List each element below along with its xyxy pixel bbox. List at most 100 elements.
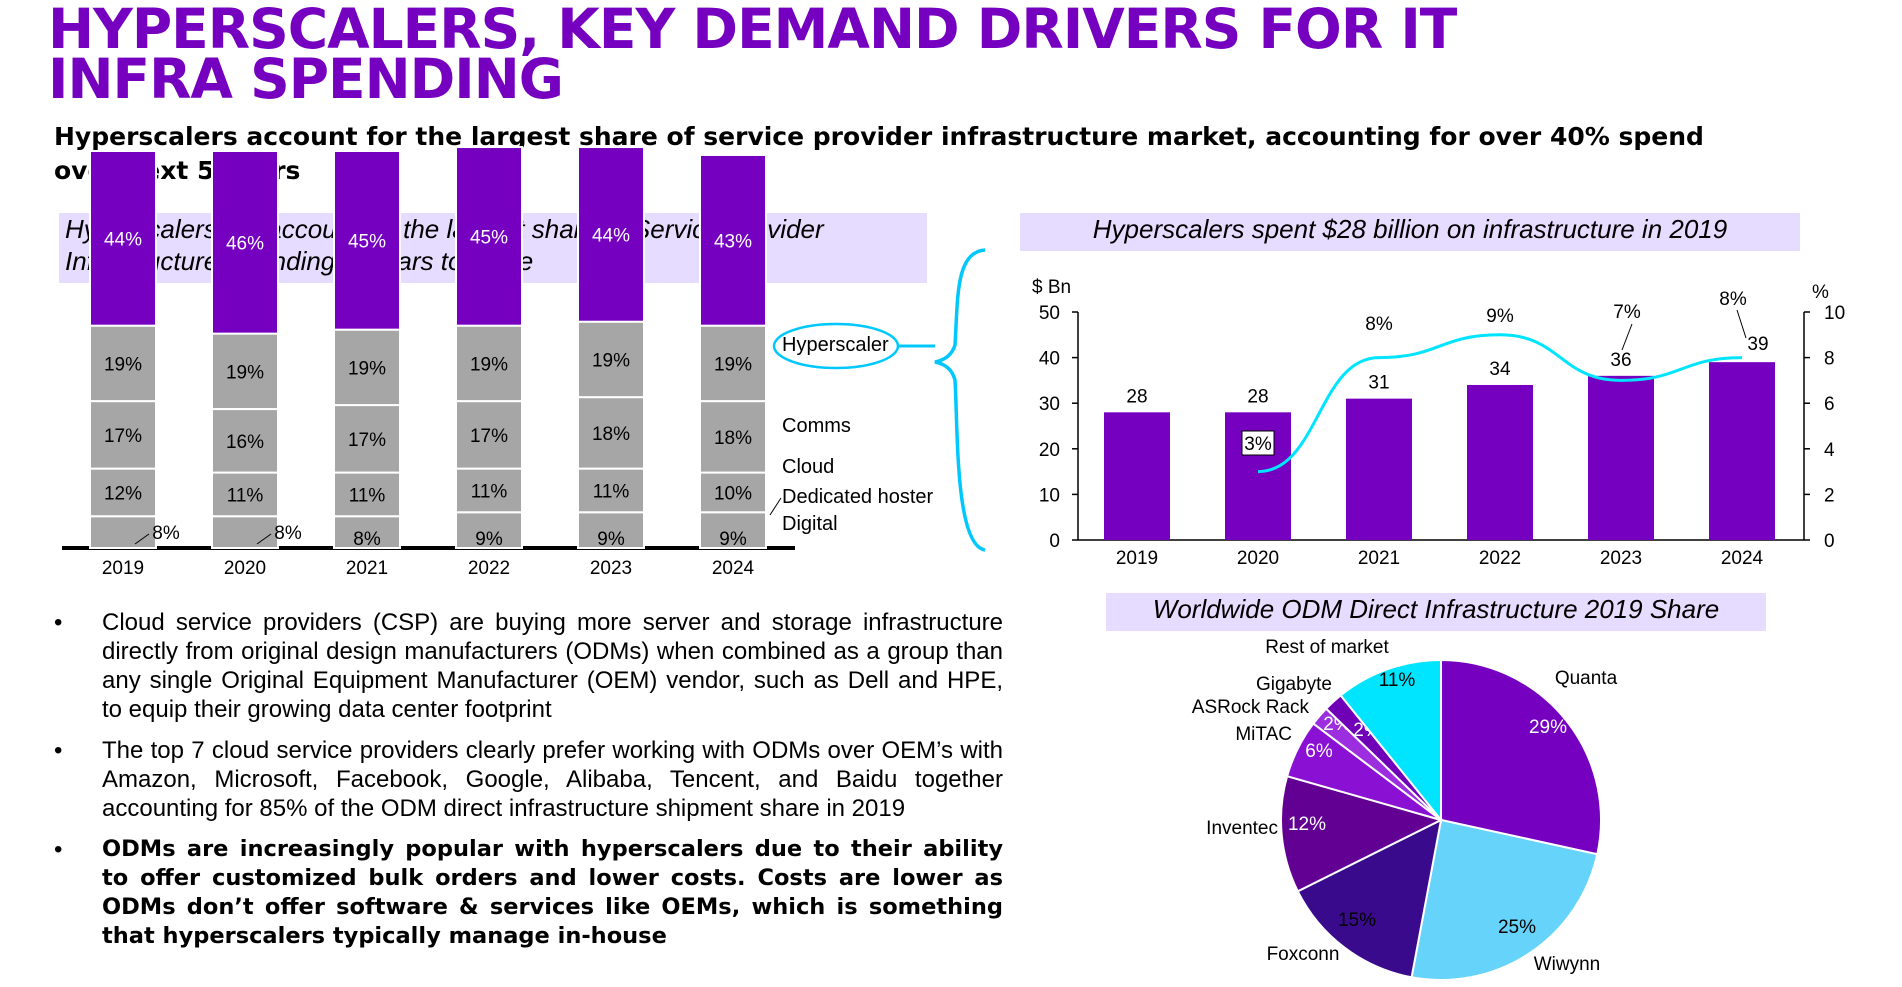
x-tick-label: 2023: [1600, 548, 1642, 569]
value-label: 11%: [471, 481, 508, 502]
value-label: 17%: [104, 426, 142, 447]
bar-segment-hyperscaler: [699, 153, 767, 327]
bar-segment-comms: [455, 324, 523, 403]
value-label: 18%: [714, 428, 752, 449]
bullet-text: ODMs are increasingly popular with hyper…: [102, 836, 1003, 949]
x-tick-label: 2020: [224, 558, 266, 579]
bullet-dot: •: [54, 609, 63, 636]
legend-label: Cloud: [782, 456, 834, 478]
leader-line: [134, 533, 150, 545]
pie-slice-inventec: [1280, 774, 1444, 893]
line-value-label: 3%: [1244, 434, 1272, 455]
leader-line: [1621, 323, 1633, 351]
value-label: 16%: [226, 432, 264, 453]
bullet-dot: •: [54, 836, 63, 863]
pie-chart-title: Worldwide ODM Direct Infrastructure 2019…: [1106, 593, 1766, 631]
value-label: 44%: [104, 229, 142, 250]
bar-segment-dedicated-hoster: [577, 467, 645, 514]
value-label: 8%: [274, 523, 302, 544]
line-label-box: [1241, 430, 1275, 456]
bar: [1709, 362, 1775, 540]
bar-segment-cloud: [577, 396, 645, 470]
value-label: 19%: [226, 362, 264, 383]
leader-line: [256, 533, 272, 545]
bar: [1467, 384, 1533, 540]
pie-value-label: 15%: [1338, 910, 1376, 931]
y-tick-label: 50: [1039, 303, 1060, 324]
line-value-label: 7%: [1613, 302, 1641, 323]
x-tick-label: 2022: [1479, 548, 1521, 569]
x-tick-label: 2021: [346, 558, 388, 579]
bar-segment-cloud: [699, 400, 767, 474]
bar: [1346, 398, 1412, 540]
value-label: 10%: [714, 483, 752, 504]
bar-segment-digital: [455, 511, 523, 550]
legend-label: Hyperscaler: [782, 334, 889, 356]
value-label: 12%: [104, 483, 142, 504]
x-tick-label: 2019: [102, 558, 144, 579]
bullet-dot: •: [54, 737, 63, 764]
growth-line: [1257, 333, 1743, 474]
legend-label: Comms: [782, 415, 851, 437]
value-label: 9%: [719, 529, 747, 550]
value-label: 45%: [470, 227, 508, 248]
bullet-text: Cloud service providers (CSP) are buying…: [102, 609, 1003, 723]
value-label: 11%: [227, 485, 264, 506]
right-y-tick-label: 2: [1824, 485, 1835, 506]
y-tick-label: 30: [1039, 394, 1060, 415]
pie-value-label: 11%: [1379, 670, 1416, 691]
pie-slice-name: Quanta: [1555, 668, 1618, 689]
bar-segment-digital: [211, 515, 279, 549]
bullet-item: • The top 7 cloud service providers clea…: [48, 736, 1003, 823]
bar-value-label: 28: [1247, 386, 1268, 407]
bar-segment-digital: [577, 511, 645, 550]
pie-slice-name: Inventec: [1206, 818, 1278, 839]
pie-slice-name: ASRock Rack: [1192, 697, 1310, 718]
bar-segment-comms: [89, 324, 157, 403]
bar: [1104, 412, 1170, 540]
page-title: HYPERSCALERS, KEY DEMAND DRIVERS FOR IT …: [48, 0, 1457, 111]
value-label: 45%: [348, 231, 386, 252]
bullet-text: The top 7 cloud service providers clearl…: [102, 737, 1003, 822]
value-label: 19%: [714, 354, 752, 375]
curly-brace: [934, 248, 986, 552]
bar-segment-hyperscaler: [333, 150, 401, 331]
bar-value-label: 39: [1747, 334, 1768, 355]
legend-label: Digital: [782, 513, 838, 535]
value-label: 8%: [353, 529, 381, 550]
x-tick-label: 2021: [1358, 548, 1400, 569]
bar-segment-comms: [211, 332, 279, 411]
bar-value-label: 36: [1610, 350, 1631, 371]
bar-segment-comms: [699, 324, 767, 403]
line-value-label: 8%: [1365, 314, 1393, 335]
y-tick-label: 20: [1039, 440, 1060, 461]
bullet-item: • Cloud service providers (CSP) are buyi…: [48, 608, 1003, 724]
x-tick-label: 2019: [1116, 548, 1158, 569]
bar-segment-cloud: [455, 400, 523, 470]
right-y-tick-label: 8: [1824, 349, 1835, 370]
pie-slice-wiwynn: [1410, 818, 1599, 981]
value-label: 8%: [152, 523, 180, 544]
bar-value-label: 28: [1126, 386, 1147, 407]
value-label: 19%: [348, 358, 386, 379]
value-label: 17%: [348, 430, 386, 451]
bar-value-label: 31: [1368, 373, 1389, 394]
x-tick-label: 2022: [468, 558, 510, 579]
bar-segment-hyperscaler: [455, 146, 523, 327]
pie-value-label: 29%: [1529, 717, 1567, 738]
bar-segment-hyperscaler: [577, 146, 645, 323]
y-tick-label: 10: [1039, 485, 1060, 506]
value-label: 19%: [104, 354, 142, 375]
right-y-tick-label: 0: [1824, 531, 1835, 552]
right-axis-unit: %: [1812, 282, 1829, 303]
value-label: 9%: [597, 529, 625, 550]
right-y-tick-label: 10: [1824, 303, 1845, 324]
x-tick-label: 2023: [590, 558, 632, 579]
value-label: 11%: [349, 485, 386, 506]
pie-slice-name: Rest of market: [1265, 637, 1389, 658]
bar-segment-cloud: [333, 404, 401, 474]
bar-value-label: 34: [1489, 359, 1511, 380]
pie-slice-name: Gigabyte: [1256, 674, 1332, 695]
